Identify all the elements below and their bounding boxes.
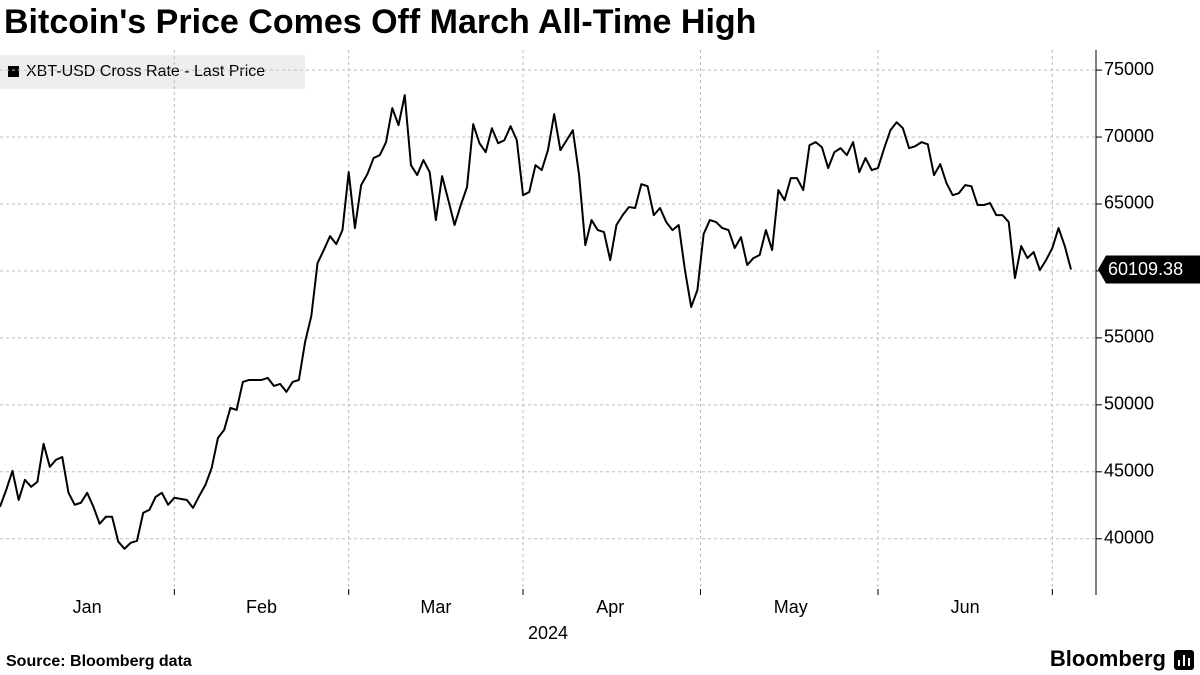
brand-icon-bars xyxy=(1178,655,1190,666)
x-tick-label: May xyxy=(774,597,808,617)
price-line xyxy=(0,94,1072,550)
source: Source: Bloomberg data xyxy=(6,653,192,670)
y-tick-label: 45000 xyxy=(1104,461,1154,481)
x-axis-label: 2024 xyxy=(528,623,568,643)
y-tick-label: 70000 xyxy=(1104,126,1154,146)
last-value-label: 60109.38 xyxy=(1108,259,1183,279)
y-tick-label: 75000 xyxy=(1104,59,1154,79)
x-tick-label: Feb xyxy=(246,597,277,617)
y-tick-label: 50000 xyxy=(1104,394,1154,414)
chart-title: Bitcoin's Price Comes Off March All-Time… xyxy=(4,3,756,41)
y-tick-label: 55000 xyxy=(1104,327,1154,347)
x-tick-label: Mar xyxy=(420,597,451,617)
last-value-box xyxy=(1098,255,1200,284)
y-tick-label: 65000 xyxy=(1104,193,1154,213)
legend-swatch xyxy=(8,66,19,77)
x-tick-label: Jun xyxy=(951,597,980,617)
x-tick-label: Jan xyxy=(73,597,102,617)
legend-box xyxy=(0,55,305,89)
y-tick-label: 40000 xyxy=(1104,528,1154,548)
brand: Bloomberg xyxy=(1050,646,1166,671)
legend-label: XBT-USD Cross Rate - Last Price xyxy=(26,63,265,80)
x-tick-label: Apr xyxy=(596,597,624,617)
